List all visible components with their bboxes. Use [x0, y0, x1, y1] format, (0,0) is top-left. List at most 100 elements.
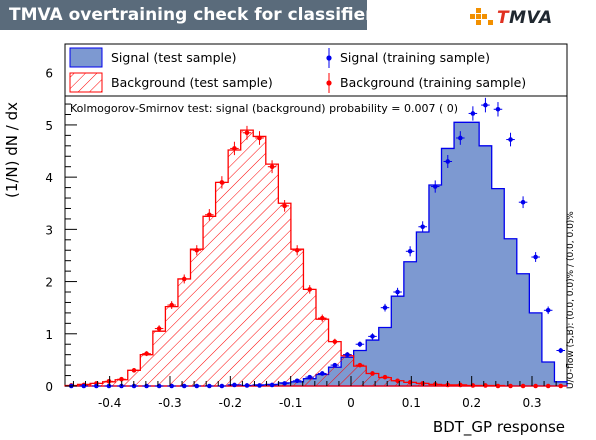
background-train-point — [181, 276, 187, 282]
tmva-logo: TMVA — [468, 6, 596, 32]
signal-train-point — [194, 383, 200, 389]
logo-square-icon — [476, 8, 481, 13]
ks-test-text: Kolmogorov-Smirnov test: signal (backgro… — [70, 102, 458, 115]
legend-swatch-signal-test — [69, 47, 103, 68]
background-train-point — [106, 379, 112, 384]
logo-text-t: T — [497, 8, 510, 28]
signal-train-point — [495, 106, 501, 112]
x-tick-label: -0.3 — [158, 396, 181, 410]
background-train-point — [156, 326, 162, 331]
x-tick-label: -0.4 — [98, 396, 121, 410]
signal-train-point — [407, 248, 413, 254]
signal-train-point — [520, 199, 526, 205]
signal-train-point — [508, 137, 513, 142]
y-tick-label: 2 — [45, 276, 53, 290]
signal-train-point — [219, 383, 225, 389]
background-train-point — [219, 180, 225, 185]
x-tick-label: -0.1 — [279, 396, 302, 410]
y-axis-title: (1/N) dN / dx — [3, 102, 21, 198]
background-train-point — [319, 315, 325, 321]
signal-train-point — [395, 289, 400, 295]
background-train-point — [545, 383, 551, 389]
x-tick-label: 0.2 — [462, 396, 481, 410]
logo-text: TMVA — [497, 8, 553, 28]
y-tick-label: 0 — [45, 380, 53, 394]
signal-train-point — [294, 378, 300, 384]
signal-train-point — [458, 135, 463, 141]
background-train-point — [508, 383, 513, 389]
background-train-point — [520, 383, 526, 389]
x-tick-label: 0 — [347, 396, 355, 410]
legend-swatch-background-test — [69, 72, 103, 93]
signal-train-point — [257, 383, 262, 388]
legend-label-background-train: Background (training sample) — [340, 75, 526, 90]
background-train-point — [483, 383, 488, 388]
logo-square-icon — [470, 14, 475, 19]
signal-train-point — [382, 305, 388, 310]
y-tick-label: 3 — [45, 223, 53, 237]
logo-square-icon — [482, 14, 487, 19]
signal-train-point — [445, 159, 451, 164]
background-train-point — [257, 135, 262, 141]
x-tick-label: 0.3 — [522, 396, 541, 410]
signal-train-point — [345, 352, 350, 357]
logo-text-rest: MVA — [509, 8, 553, 28]
signal-train-point — [432, 184, 438, 189]
background-train-point — [194, 247, 200, 253]
legend-label-background-test: Background (test sample) — [111, 75, 273, 90]
background-train-point — [420, 381, 425, 386]
y-tick-label: 4 — [45, 171, 53, 185]
signal-train-point — [357, 341, 363, 347]
background-train-point — [370, 371, 375, 376]
background-train-point — [357, 362, 363, 368]
background-train-point — [533, 383, 538, 389]
background-train-point — [382, 374, 388, 380]
logo-square-icon — [488, 20, 493, 25]
signal-train-point — [558, 348, 564, 353]
background-train-point — [395, 378, 400, 384]
signal-train-point — [332, 362, 338, 368]
signal-train-point — [370, 334, 375, 339]
legend-label-signal-train: Signal (training sample) — [340, 50, 490, 65]
logo-square-icon — [476, 14, 481, 19]
background-train-point — [119, 376, 124, 382]
overflow-text: U/O-flow (S,B): (0.0, 0.0)% / (0.0, 0.0)… — [566, 211, 576, 389]
signal-train-point — [207, 383, 212, 389]
signal-train-point — [232, 382, 237, 388]
background-train-point — [131, 368, 137, 373]
background-train-point — [307, 287, 313, 292]
signal-train-point — [319, 371, 325, 376]
signal-train-point — [269, 382, 275, 388]
signal-train-point — [545, 307, 551, 313]
x-tick-label: 0.1 — [402, 396, 421, 410]
x-axis-title: BDT_GP response — [433, 418, 565, 437]
x-tick-label: -0.2 — [219, 396, 242, 410]
y-tick-label: 1 — [45, 328, 53, 342]
logo-square-icon — [476, 20, 481, 25]
background-train-point — [269, 164, 275, 170]
signal-train-point — [483, 102, 488, 108]
signal-train-point — [470, 111, 476, 116]
y-tick-label: 5 — [45, 119, 53, 133]
background-train-point — [282, 203, 287, 209]
signal-train-point — [106, 383, 112, 389]
legend-label-signal-test: Signal (test sample) — [111, 50, 237, 65]
background-train-point — [495, 383, 501, 389]
signal-train-point — [244, 383, 250, 388]
signal-train-point — [144, 383, 149, 389]
signal-train-point — [169, 383, 174, 389]
background-train-point — [244, 130, 250, 136]
background-train-point — [232, 146, 237, 151]
legend-box — [64, 43, 568, 97]
background-train-point — [144, 351, 149, 356]
signal-train-point — [307, 374, 313, 380]
background-train-point — [169, 302, 174, 308]
signal-train-point — [282, 381, 287, 386]
background-train-point — [207, 212, 212, 218]
signal-train-point — [533, 254, 538, 260]
background-train-point — [558, 383, 564, 389]
signal-train-point — [420, 224, 425, 230]
background-train-point — [458, 382, 463, 388]
y-tick-label: 6 — [45, 67, 53, 81]
